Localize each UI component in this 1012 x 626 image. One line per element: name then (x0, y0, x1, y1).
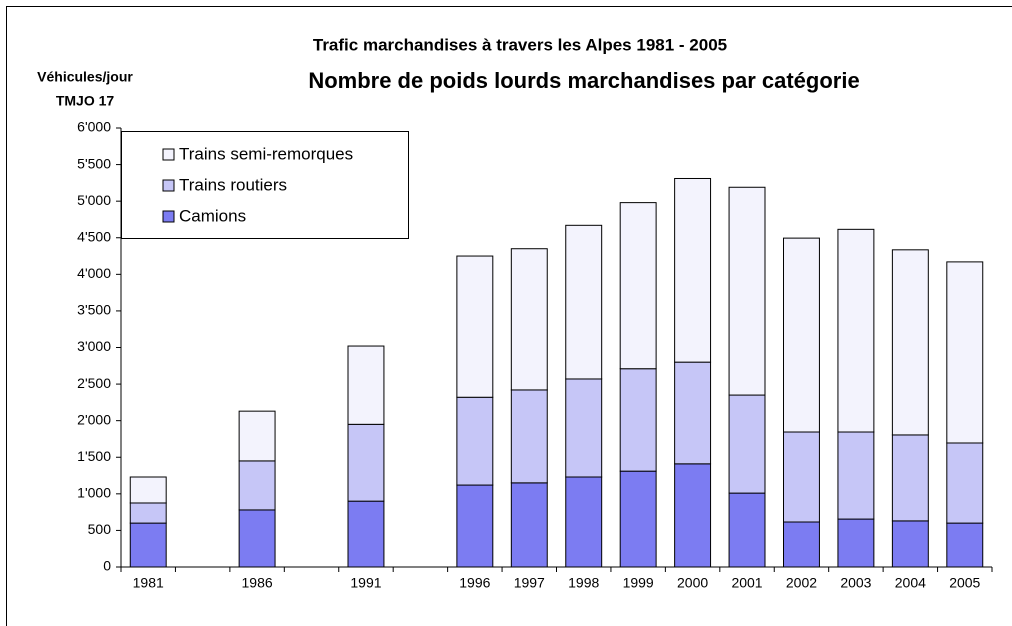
bar-segment (456, 484, 494, 568)
bar-segment (129, 502, 167, 524)
legend-label: Camions (179, 206, 246, 225)
frame (6, 6, 1012, 626)
bar-segment (456, 255, 494, 398)
x-tick-label: 2001 (731, 575, 762, 591)
bar-segment (619, 368, 657, 472)
x-tick-label: 1998 (568, 575, 599, 591)
bar-segment (891, 434, 929, 522)
bar-segment (674, 177, 712, 363)
bar-segment (728, 186, 766, 396)
bar-segment (837, 518, 875, 568)
x-tick-label: 1997 (514, 575, 545, 591)
x-tick-label: 2004 (895, 575, 926, 591)
bar-segment (565, 476, 603, 568)
bar-segment (565, 224, 603, 380)
bar-segment (238, 460, 276, 511)
x-tick-label: 1986 (242, 575, 273, 591)
bar-segment (347, 423, 385, 502)
x-tick-label: 2005 (949, 575, 980, 591)
x-tick-label: 1981 (133, 575, 164, 591)
bar-segment (837, 228, 875, 433)
bar-segment (619, 470, 657, 568)
y-tick-label: 4'000 (77, 265, 111, 281)
bar-segment (129, 522, 167, 568)
bar-segment (891, 520, 929, 568)
bar-segment (674, 463, 712, 568)
y-tick-label: 5'000 (77, 192, 111, 208)
bar-segment (946, 522, 984, 568)
x-tick-label: 2000 (677, 575, 708, 591)
bar-segment (891, 249, 929, 436)
y-tick-label: 500 (88, 521, 112, 537)
bar-segment (510, 482, 548, 568)
x-tick-label: 1999 (623, 575, 654, 591)
x-tick-label: 2002 (786, 575, 817, 591)
y-tick-label: 2'500 (77, 375, 111, 391)
y-tick-label: 3'500 (77, 302, 111, 318)
bar-segment (238, 509, 276, 568)
legend-swatch (162, 179, 175, 192)
bar-segment (946, 261, 984, 444)
legend-label: Trains routiers (179, 175, 287, 194)
bar-segment (674, 361, 712, 465)
bar-segment (129, 476, 167, 504)
legend-swatch (162, 148, 175, 161)
chart-subtitle: Nombre de poids lourds marchandises par … (308, 68, 859, 93)
bar-segment (565, 378, 603, 478)
legend-label: Trains semi-remorques (179, 144, 353, 163)
bar-segment (783, 521, 820, 568)
y-tick-label: 5'500 (77, 155, 111, 171)
x-tick-label: 1996 (459, 575, 490, 591)
bar-segment (783, 237, 820, 433)
bar-segment (347, 500, 385, 568)
bar-segment (347, 345, 385, 425)
bar-segment (510, 248, 548, 391)
bar-segment (619, 202, 657, 370)
chart-title: Trafic marchandises à travers les Alpes … (313, 35, 727, 54)
y-axis-title: TMJO 17 (56, 93, 115, 109)
y-tick-label: 1'000 (77, 485, 111, 501)
x-tick-label: 2003 (840, 575, 871, 591)
y-tick-label: 2'000 (77, 411, 111, 427)
y-axis-title: Véhicules/jour (37, 69, 133, 85)
legend-swatch (162, 210, 175, 223)
bar-segment (238, 410, 276, 462)
bar-segment (837, 431, 875, 520)
y-tick-label: 4'500 (77, 228, 111, 244)
y-tick-label: 0 (103, 558, 111, 574)
y-tick-label: 3'000 (77, 338, 111, 354)
y-tick-label: 6'000 (77, 119, 111, 135)
bar-segment (728, 492, 766, 568)
x-tick-label: 1991 (350, 575, 381, 591)
bar-segment (510, 389, 548, 484)
y-tick-label: 1'500 (77, 448, 111, 464)
bar-segment (783, 431, 820, 523)
bar-segment (728, 394, 766, 494)
bar-segment (456, 396, 494, 486)
bar-segment (946, 442, 984, 524)
